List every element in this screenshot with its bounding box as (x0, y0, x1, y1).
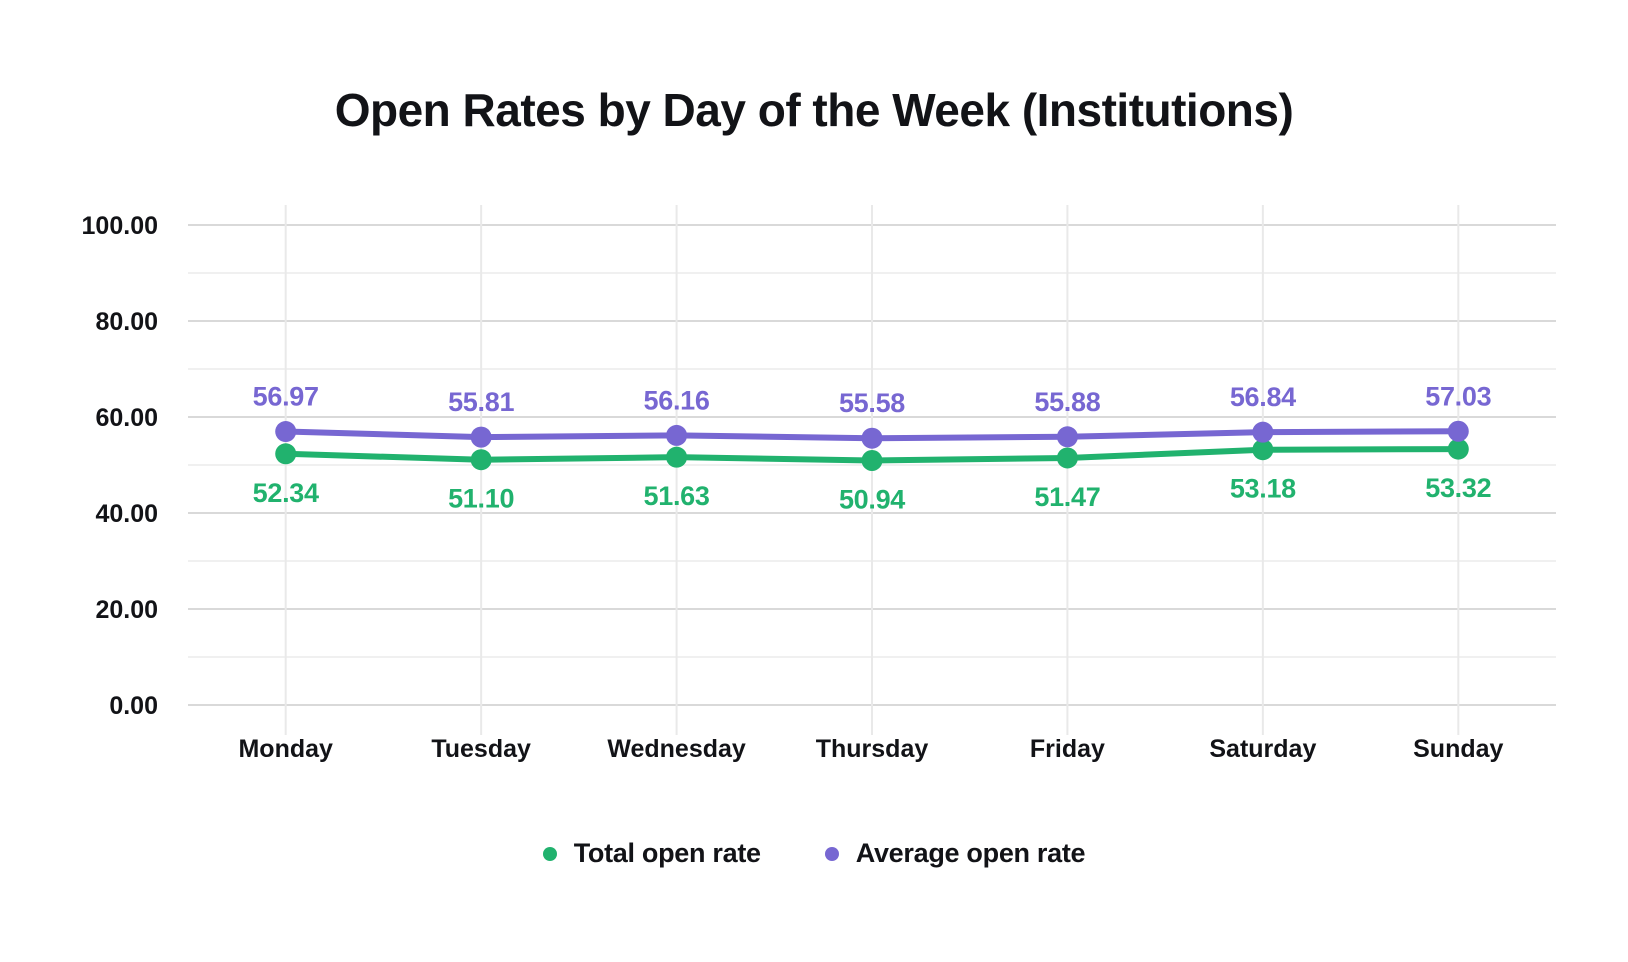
x-axis-category-label: Wednesday (607, 735, 746, 763)
data-point-average-open-rate[interactable] (861, 427, 883, 449)
data-point-average-open-rate[interactable] (1252, 421, 1274, 443)
data-label-total-open-rate: 51.47 (1034, 482, 1100, 512)
data-point-average-open-rate[interactable] (1056, 426, 1078, 448)
data-point-total-open-rate[interactable] (275, 443, 297, 465)
data-label-total-open-rate: 52.34 (253, 478, 319, 508)
data-label-total-open-rate: 53.32 (1425, 473, 1491, 503)
x-axis-category-label: Friday (1030, 735, 1105, 763)
x-axis-category-label: Saturday (1209, 735, 1316, 763)
x-axis-category-label: Monday (238, 735, 333, 763)
legend-marker-total-open-rate-icon (542, 846, 557, 861)
legend-item-average-open-rate[interactable]: Average open rate (824, 838, 1086, 869)
y-axis-tick-label: 20.00 (95, 596, 158, 624)
data-point-total-open-rate[interactable] (1447, 438, 1469, 460)
data-label-total-open-rate: 51.10 (448, 484, 514, 514)
data-point-average-open-rate[interactable] (1447, 420, 1469, 442)
data-label-average-open-rate: 55.81 (448, 387, 514, 417)
data-label-total-open-rate: 51.63 (644, 481, 710, 511)
data-point-average-open-rate[interactable] (666, 424, 688, 446)
y-axis-tick-label: 0.00 (109, 692, 158, 720)
legend-label-average-open-rate: Average open rate (855, 838, 1086, 868)
y-axis-tick-label: 60.00 (95, 404, 158, 432)
y-axis-tick-label: 100.00 (82, 212, 158, 240)
legend-item-total-open-rate[interactable]: Total open rate (542, 838, 761, 869)
data-label-total-open-rate: 53.18 (1230, 474, 1296, 504)
data-point-total-open-rate[interactable] (470, 449, 492, 471)
data-label-total-open-rate: 50.94 (839, 484, 905, 514)
x-axis-category-label: Sunday (1413, 735, 1503, 763)
y-axis-tick-label: 80.00 (95, 308, 158, 336)
y-axis-tick-label: 40.00 (95, 500, 158, 528)
x-axis-category-label: Thursday (816, 735, 929, 763)
chart-title: Open Rates by Day of the Week (Instituti… (334, 84, 1294, 136)
data-point-total-open-rate[interactable] (1056, 447, 1078, 469)
data-point-average-open-rate[interactable] (275, 421, 297, 443)
data-label-average-open-rate: 56.16 (644, 385, 710, 415)
data-point-total-open-rate[interactable] (1252, 439, 1274, 461)
data-label-average-open-rate: 55.88 (1034, 387, 1100, 417)
x-axis-category-label: Tuesday (431, 735, 531, 763)
data-label-average-open-rate: 55.58 (839, 388, 905, 418)
data-point-total-open-rate[interactable] (861, 449, 883, 471)
data-label-average-open-rate: 57.03 (1425, 381, 1491, 411)
data-label-average-open-rate: 56.84 (1230, 382, 1296, 412)
chart-legend: Total open rate Average open rate (0, 838, 1628, 869)
line-chart-plot: 0.00 20.00 40.00 60.00 80.00 100.00 Monday Tues… (82, 205, 1556, 763)
legend-marker-average-open-rate-icon (824, 846, 839, 861)
data-point-average-open-rate[interactable] (470, 426, 492, 448)
data-point-total-open-rate[interactable] (666, 446, 688, 468)
legend-label-total-open-rate: Total open rate (573, 838, 761, 868)
data-label-average-open-rate: 56.97 (253, 382, 319, 412)
